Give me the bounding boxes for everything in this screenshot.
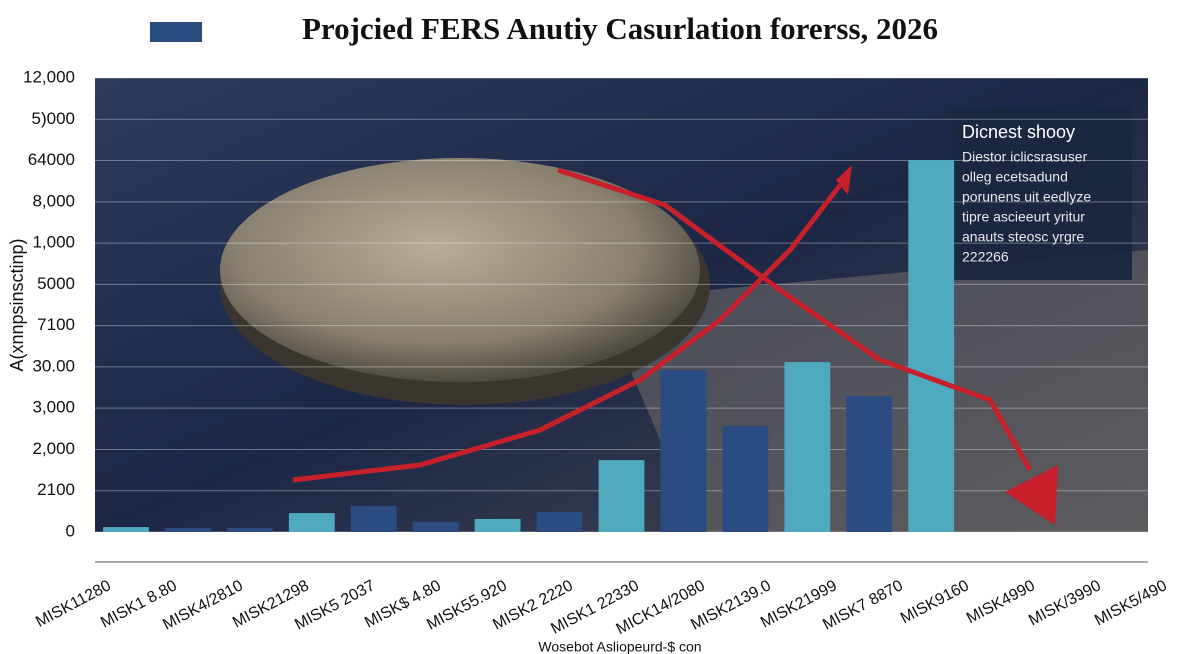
annotation-line: Diestor iclicsrasuser	[962, 149, 1088, 165]
x-tick-label: MISK5/490	[1092, 577, 1170, 629]
y-tick-label: 12,000	[23, 67, 75, 86]
chart-title: Projcied FERS Anutiy Casurlation forerss…	[302, 11, 938, 46]
annotation-line: olleg ecetsadund	[962, 169, 1068, 185]
y-tick-label: 3,000	[32, 398, 75, 417]
trend-arrowhead	[836, 165, 852, 195]
annotation-line: 222266	[962, 249, 1009, 265]
bar	[474, 518, 521, 532]
y-tick-label: 1,000	[32, 233, 75, 252]
y-tick-label: 2100	[37, 480, 75, 499]
bar	[598, 460, 645, 532]
y-tick-label: 7100	[37, 315, 75, 334]
bar	[412, 521, 459, 532]
trend-line	[292, 173, 850, 483]
y-tick-label: 8,000	[32, 191, 75, 210]
bar	[164, 528, 211, 532]
x-axis-title: Wosebot Asliopeurd-$ con	[538, 639, 701, 654]
y-axis-title: A(xnnpsinsctinp)	[7, 238, 27, 371]
title-swatch	[150, 22, 202, 42]
y-tick-label: 0	[66, 521, 75, 540]
coin-decor	[220, 158, 700, 382]
annotation: Dicnest shooy Diestor iclicsrasuser olleg…	[952, 108, 1132, 280]
annotation-line: tipre ascieeurt yritur	[962, 209, 1085, 225]
y-tick-label: 5)000	[32, 109, 75, 128]
bar	[350, 505, 397, 532]
trend-line	[557, 167, 1033, 472]
annotation-line: porunens uit eedlyze	[962, 189, 1091, 205]
y-tick-label: 64000	[28, 150, 75, 169]
bar	[722, 426, 769, 532]
y-tick-label: 5000	[37, 274, 75, 293]
y-tick-label: 2,000	[32, 439, 75, 458]
bar	[226, 528, 273, 532]
annotation-title: Dicnest shooy	[962, 122, 1075, 142]
annotation-line: anauts steosc yrgre	[962, 229, 1084, 245]
trend-arrowhead	[1005, 465, 1058, 525]
annotation-box	[952, 108, 1132, 280]
x-tick-label: MISK9160	[898, 577, 972, 627]
bar	[846, 396, 893, 532]
bar	[908, 160, 955, 532]
bar	[103, 527, 149, 532]
x-tick-label: MISK/3990	[1026, 577, 1104, 629]
bar	[784, 362, 831, 532]
bar	[660, 370, 707, 532]
y-tick-label: 30.00	[32, 356, 75, 375]
bar	[288, 513, 335, 532]
x-tick-label: MISK4990	[964, 577, 1038, 627]
bar	[536, 511, 583, 532]
